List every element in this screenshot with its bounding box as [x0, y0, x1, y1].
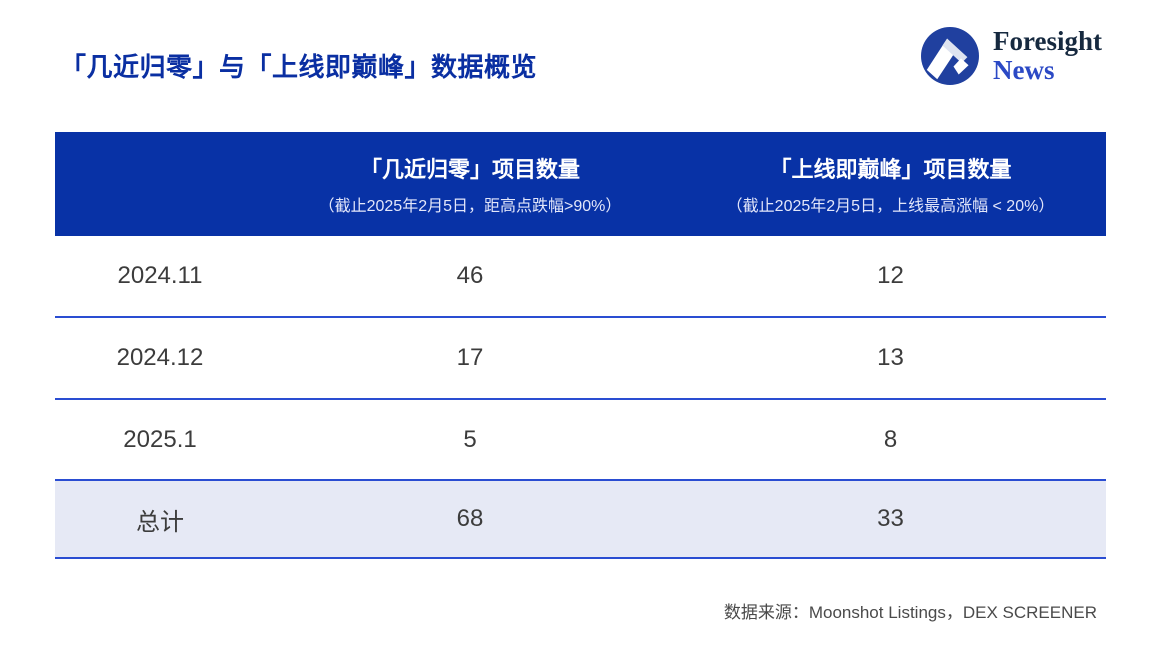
- page-title: 「几近归零」与「上线即巅峰」数据概览: [60, 52, 538, 82]
- logo-text-news: News: [993, 55, 1055, 86]
- cell-value: 8: [883, 425, 898, 453]
- logo-text-foresight: Foresight: [993, 26, 1102, 56]
- foresight-news-logo: Foresight News: [921, 26, 1102, 86]
- logo-wordmark: Foresight News: [993, 26, 1102, 86]
- row-label: 2024.12: [116, 344, 204, 371]
- table-header-col-near-zero: 「几近归零」项目数量 （截止2025年2月5日，距高点跌幅>90%）: [265, 132, 675, 236]
- data-source-note: 数据来源：Moonshot Listings，DEX SCREENER: [723, 603, 1097, 622]
- cell-value: 13: [877, 344, 904, 371]
- cell-value: 68: [456, 505, 484, 532]
- column-header-sublabel: （截止2025年2月5日，距高点跌幅>90%）: [318, 198, 622, 215]
- cell-value: 33: [877, 505, 904, 532]
- column-header-label: 「上线即巅峰」项目数量: [769, 157, 1012, 182]
- row-label: 2025.1: [123, 425, 197, 453]
- table-total-row: 总计 68 33: [55, 481, 1106, 559]
- table-header-row: 「几近归零」项目数量 （截止2025年2月5日，距高点跌幅>90%） 「上线即巅…: [55, 132, 1106, 236]
- table-header-empty-cell: [55, 132, 265, 236]
- table-row: 2024.12 17 13: [55, 318, 1106, 400]
- column-header-label: 「几近归零」项目数量: [359, 157, 580, 182]
- cell-value: 12: [877, 262, 904, 289]
- table-row: 2024.11 46 12: [55, 236, 1106, 318]
- foresight-logo-icon: [921, 27, 979, 86]
- table-row: 2025.1 5 8: [55, 400, 1106, 481]
- data-table: 「几近归零」项目数量 （截止2025年2月5日，距高点跌幅>90%） 「上线即巅…: [55, 132, 1106, 559]
- table-header-col-peak-at-launch: 「上线即巅峰」项目数量 （截止2025年2月5日，上线最高涨幅 < 20%）: [675, 132, 1106, 236]
- column-header-sublabel: （截止2025年2月5日，上线最高涨幅 < 20%）: [726, 198, 1055, 215]
- row-label: 2024.11: [117, 262, 203, 289]
- cell-value: 46: [456, 262, 484, 289]
- row-label: 总计: [136, 508, 184, 536]
- cell-value: 5: [463, 425, 477, 453]
- cell-value: 17: [456, 344, 484, 371]
